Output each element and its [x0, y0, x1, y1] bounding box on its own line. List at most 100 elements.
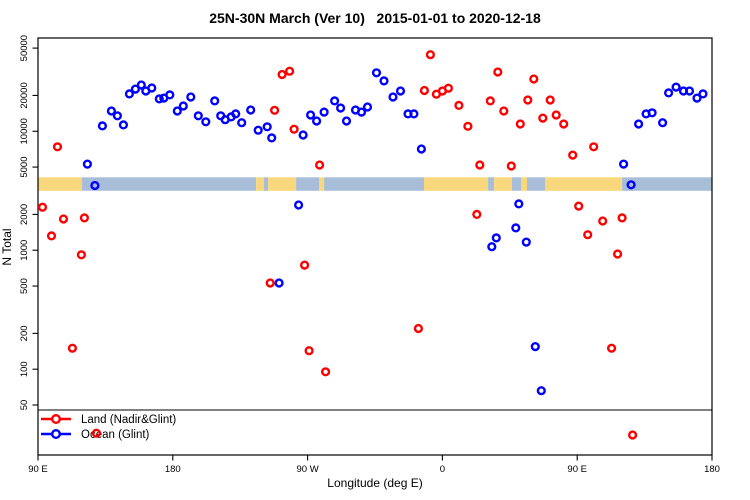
data-point-ocean: [262, 122, 272, 132]
y-tick-label: 20000: [19, 82, 30, 108]
data-point-land: [321, 367, 331, 377]
data-point-land: [454, 100, 464, 111]
data-point-land: [598, 216, 608, 226]
y-tick-label: 5000: [19, 157, 30, 178]
data-point-ocean: [165, 90, 175, 100]
data-point-land: [485, 96, 495, 106]
data-point-land: [265, 278, 275, 288]
map-band-ocean: [512, 177, 521, 191]
data-point-ocean: [356, 107, 367, 117]
data-point-land: [627, 430, 638, 440]
data-point-ocean: [514, 199, 524, 209]
data-point-land: [37, 202, 48, 212]
data-point-land: [67, 343, 78, 353]
data-point-ocean: [253, 125, 263, 135]
data-point-ocean: [626, 180, 636, 190]
data-point-land: [475, 160, 485, 170]
data-point-ocean: [647, 108, 657, 118]
x-tick-label: 90 E: [567, 464, 587, 475]
data-point-ocean: [698, 89, 708, 99]
data-point-ocean: [684, 86, 695, 96]
data-point-land: [568, 150, 578, 160]
data-point-ocean: [521, 237, 531, 247]
data-point-ocean: [231, 109, 241, 119]
plot-generated-layer: 50 100 200 500 1000 2000 5000 10000 20000 50000 90…: [19, 35, 720, 475]
data-point-land: [413, 323, 424, 334]
data-point-ocean: [330, 96, 340, 106]
map-band-ocean: [296, 177, 319, 191]
data-point-land: [270, 105, 280, 115]
data-point-ocean: [371, 68, 382, 78]
data-point-ocean: [341, 116, 352, 126]
data-point-ocean: [362, 102, 373, 112]
data-point-ocean: [663, 88, 674, 98]
data-point-land: [46, 231, 57, 241]
data-point-land: [538, 113, 548, 123]
data-point-ocean: [112, 111, 123, 121]
map-band-land: [494, 177, 513, 191]
data-point-ocean: [671, 82, 681, 92]
plot-border: [37, 37, 713, 456]
data-point-ocean: [178, 101, 188, 111]
data-point-land: [551, 110, 561, 120]
map-band-ocean: [82, 177, 256, 191]
data-point-ocean: [491, 233, 501, 243]
data-point-land: [472, 209, 482, 220]
data-point-ocean: [657, 118, 668, 128]
x-axis-label: Longitude (deg E): [327, 476, 422, 490]
data-point-ocean: [511, 223, 521, 233]
data-point-ocean: [395, 86, 406, 96]
data-point-land: [315, 160, 325, 170]
map-band-ocean: [527, 177, 545, 191]
y-tick-label: 10000: [19, 118, 30, 144]
data-point-land: [463, 121, 473, 131]
y-tick-label: 50: [19, 400, 30, 411]
y-tick-label: 2000: [19, 204, 30, 225]
chart-title: 25N-30N March (Ver 10) 2015-01-01 to 202…: [209, 10, 541, 26]
map-band-land: [545, 177, 623, 191]
data-point-ocean: [618, 159, 629, 169]
legend-label-land: Land (Nadir&Glint): [81, 414, 176, 426]
data-point-ocean: [298, 130, 308, 140]
data-point-ocean: [172, 106, 182, 116]
data-point-ocean: [388, 92, 398, 102]
x-tick-label: 90 E: [28, 464, 48, 475]
data-point-land: [583, 230, 593, 240]
data-point-ocean: [246, 105, 256, 115]
data-point-ocean: [147, 83, 157, 93]
data-point-ocean: [106, 106, 117, 116]
legend-marker-land: [51, 414, 62, 425]
data-point-land: [589, 142, 599, 152]
x-tick-label: 180: [704, 464, 720, 475]
data-point-ocean: [692, 93, 702, 103]
data-point-ocean: [274, 278, 284, 288]
y-tick-label: 200: [19, 325, 30, 341]
data-point-land: [425, 50, 436, 60]
data-point-land: [289, 124, 299, 134]
data-point-ocean: [487, 242, 497, 252]
data-point-ocean: [90, 180, 100, 191]
data-point-land: [277, 69, 287, 80]
data-point-ocean: [210, 96, 220, 106]
data-point-ocean: [82, 159, 93, 169]
data-point-ocean: [536, 386, 546, 396]
data-point-land: [515, 119, 525, 129]
y-axis-label: N Total: [0, 228, 14, 265]
data-point-land: [499, 106, 509, 116]
data-point-land: [559, 119, 569, 129]
data-point-land: [58, 214, 69, 224]
x-tick-label: 90 W: [297, 464, 319, 475]
data-point-ocean: [154, 94, 164, 104]
data-point-land: [79, 213, 90, 223]
data-point-ocean: [530, 342, 540, 352]
data-point-land: [506, 161, 516, 171]
data-point-land: [606, 343, 617, 353]
data-point-land: [52, 142, 63, 152]
data-point-land: [419, 85, 430, 96]
data-point-ocean: [237, 118, 247, 128]
map-band-ocean: [324, 177, 424, 191]
y-tick-label: 50000: [19, 35, 30, 61]
data-point-land: [617, 213, 627, 223]
